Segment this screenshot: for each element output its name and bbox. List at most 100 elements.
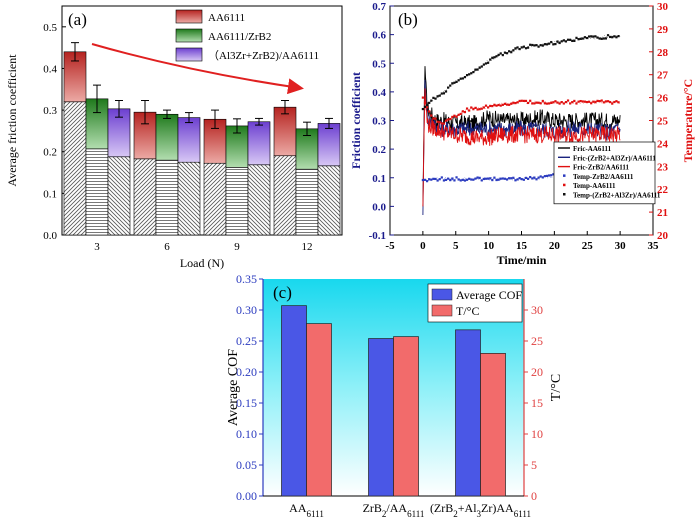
point-Temp-AA6111	[516, 101, 519, 104]
point-Temp-ZrB2/AA6111	[457, 178, 460, 181]
point-Temp-AA6111	[554, 100, 557, 103]
ytick-right-label-c: 25	[531, 334, 543, 348]
xtick-label-a: 6	[164, 241, 170, 253]
point-Temp-AA6111	[522, 99, 525, 103]
legend-swatch-c	[431, 304, 453, 317]
point-Temp-(ZrB2+Al3Zr)/AA6111	[434, 97, 437, 100]
point-Temp-ZrB2/AA6111	[493, 176, 496, 179]
point-Temp-AA6111	[613, 100, 616, 104]
point-Temp-ZrB2/AA6111	[512, 176, 515, 179]
point-Temp-AA6111	[600, 99, 603, 102]
point-Temp-AA6111	[451, 115, 454, 119]
line-trace-Temp-ZrB2/AA6111	[422, 173, 621, 182]
point-Temp-(ZrB2+Al3Zr)/AA6111	[545, 43, 549, 46]
point-Temp-(ZrB2+Al3Zr)/AA6111	[611, 36, 614, 39]
point-Temp-(ZrB2+Al3Zr)/AA6111	[499, 52, 502, 55]
point-Temp-ZrB2/AA6111	[463, 179, 467, 182]
point-Temp-AA6111	[558, 102, 561, 105]
point-Temp-(ZrB2+Al3Zr)/AA6111	[543, 43, 547, 46]
ytick-label-c: 0.25	[236, 334, 257, 348]
ytick-label-c: 0.15	[236, 396, 257, 410]
bar-a-top-AA6111	[273, 106, 297, 157]
point-Temp-ZrB2/AA6111	[425, 180, 429, 183]
xtick-label-b: 10	[483, 240, 495, 252]
point-Temp-ZrB2/AA6111	[461, 178, 464, 181]
point-Temp-AA6111	[594, 101, 597, 104]
point-Temp-(ZrB2+Al3Zr)/AA6111	[526, 46, 530, 49]
point-Temp-AA6111	[583, 100, 586, 103]
point-Temp-ZrB2/AA6111	[484, 177, 488, 180]
ytick-label-c: 0.00	[236, 489, 257, 503]
point-Temp-(ZrB2+Al3Zr)/AA6111	[564, 40, 568, 43]
panel-label-c: (c)	[273, 283, 292, 302]
ytick-label-b: 0.0	[372, 201, 386, 213]
point-Temp-AA6111	[562, 102, 565, 105]
point-Temp-ZrB2/AA6111	[552, 173, 555, 176]
bar-a-AA6111/ZrB2	[295, 168, 319, 236]
bar-a-AA6111	[203, 162, 227, 236]
panel-label-b: (b)	[398, 10, 418, 29]
point-Temp-AA6111	[598, 100, 601, 103]
legend-label-b: Temp-AA6111	[573, 182, 616, 190]
point-Temp-AA6111	[537, 101, 540, 104]
ytick-right-label-b: 30	[657, 1, 669, 13]
point-Temp-(ZrB2+Al3Zr)/AA6111	[562, 39, 565, 42]
point-Temp-(ZrB2+Al3Zr)/AA6111	[569, 38, 572, 41]
point-Temp-(ZrB2+Al3Zr)/AA6111	[474, 68, 477, 71]
x-axis-title-a: Load (N)	[180, 256, 224, 270]
point-Temp-(ZrB2+Al3Zr)/AA6111	[436, 95, 439, 98]
point-Temp-ZrB2/AA6111	[482, 177, 485, 181]
point-Temp-(ZrB2+Al3Zr)/AA6111	[609, 35, 612, 39]
xtick-label-a: 3	[94, 241, 100, 253]
point-Temp-AA6111	[564, 100, 568, 104]
point-Temp-(ZrB2+Al3Zr)/AA6111	[463, 75, 467, 79]
point-Temp-ZrB2/AA6111	[428, 178, 431, 181]
point-Temp-(ZrB2+Al3Zr)/AA6111	[476, 68, 479, 71]
ytick-label-b: 0.6	[372, 30, 386, 42]
panel-a-chart: 0.0 0.1 0.2 0.3 0.4 0.5 Average friction coeff…	[5, 5, 343, 270]
bar-a-top-（Al3Zr+ZrB2)/AA6111	[247, 121, 271, 166]
point-Temp-AA6111	[455, 115, 458, 118]
point-Temp-(ZrB2+Al3Zr)/AA6111	[430, 99, 433, 102]
point-Temp-(ZrB2+Al3Zr)/AA6111	[535, 44, 538, 47]
point-Temp-ZrB2/AA6111	[550, 174, 553, 177]
point-Temp-AA6111	[592, 100, 595, 103]
point-Temp-ZrB2/AA6111	[489, 177, 492, 180]
ytick-label-a: 0.1	[43, 188, 57, 200]
legend-swatch-a	[175, 28, 203, 43]
point-Temp-AA6111	[606, 100, 610, 103]
point-Temp-(ZrB2+Al3Zr)/AA6111	[558, 41, 561, 45]
legend-label-a: （Al3Zr+ZrB2)/AA6111	[208, 49, 319, 62]
point-Temp-AA6111	[531, 102, 534, 105]
point-Temp-AA6111	[449, 117, 452, 121]
ytick-label-b: 0.5	[372, 58, 386, 70]
line-Temp-AA6111	[421, 96, 621, 125]
legend-swatch-a	[175, 9, 203, 24]
ytick-right-label-b: 22	[657, 184, 669, 196]
legend-label-a: AA6111/ZrB2	[208, 31, 271, 43]
point-Temp-(ZrB2+Al3Zr)/AA6111	[615, 36, 618, 39]
point-Temp-(ZrB2+Al3Zr)/AA6111	[421, 107, 424, 111]
bar-c-Average COF	[368, 338, 394, 497]
point-Temp-AA6111	[430, 114, 433, 117]
bar-a-AA6111/ZrB2	[85, 148, 109, 236]
point-Temp-ZrB2/AA6111	[476, 176, 479, 179]
point-Temp-(ZrB2+Al3Zr)/AA6111	[541, 44, 544, 47]
legend-label-a: AA6111	[208, 12, 245, 24]
point-Temp-(ZrB2+Al3Zr)/AA6111	[575, 36, 578, 39]
legend-marker-b	[563, 193, 566, 196]
point-Temp-AA6111	[611, 102, 614, 105]
point-Temp-(ZrB2+Al3Zr)/AA6111	[604, 37, 608, 40]
y-axis-title-b: Friction coefficient	[349, 72, 363, 169]
bar-a-（Al3Zr+ZrB2)/AA6111	[317, 165, 341, 236]
point-Temp-(ZrB2+Al3Zr)/AA6111	[495, 55, 498, 58]
line-Temp-(ZrB2+Al3Zr)/AA6111	[421, 34, 621, 111]
point-Temp-(ZrB2+Al3Zr)/AA6111	[596, 36, 599, 39]
legend-marker-b	[563, 183, 566, 187]
point-Temp-ZrB2/AA6111	[533, 176, 536, 179]
legend-label-b: Fric-ZrB2/AA6111	[573, 164, 629, 172]
point-Temp-AA6111	[510, 102, 513, 105]
ytick-label-a: 0.2	[43, 147, 57, 159]
xtick-label-c: AA6111	[289, 501, 324, 518]
point-Temp-AA6111	[440, 122, 443, 125]
